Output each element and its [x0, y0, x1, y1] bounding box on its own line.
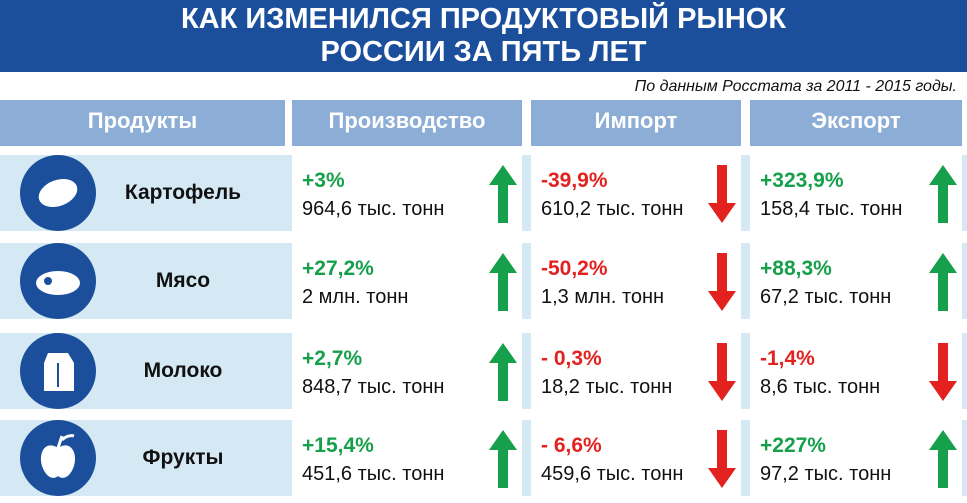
arrow	[488, 341, 518, 403]
arrow-icon	[708, 343, 736, 401]
arrow-icon	[489, 430, 517, 488]
arrow-icon	[489, 253, 517, 311]
amount: 67,2 тыс. тонн	[760, 286, 892, 308]
change: +27,2%	[302, 257, 374, 280]
change: +88,3%	[760, 257, 832, 280]
column-header: Производство	[292, 100, 522, 146]
change: +15,4%	[302, 434, 374, 457]
amount: 2 млн. тонн	[302, 286, 409, 308]
arrow-icon	[708, 253, 736, 311]
amount: 1,3 млн. тонн	[541, 286, 665, 308]
cell	[531, 420, 741, 496]
change: +227%	[760, 434, 826, 457]
arrow-icon	[708, 430, 736, 488]
icon	[20, 155, 96, 231]
arrow	[707, 428, 737, 490]
arrow-icon	[929, 430, 957, 488]
cell	[292, 243, 522, 319]
product-name: Мясо	[155, 269, 211, 292]
cell	[750, 420, 962, 496]
title-line: КАК ИЗМЕНИЛСЯ ПРОДУКТОВЫЙ РЫНОК	[180, 3, 787, 35]
arrow	[707, 251, 737, 313]
amount: 964,6 тыс. тонн	[302, 198, 445, 220]
arrow	[488, 163, 518, 225]
change: - 0,3%	[541, 347, 602, 370]
arrow-icon	[708, 165, 736, 223]
arrow	[928, 341, 958, 403]
icon	[20, 243, 96, 319]
product-icon	[18, 331, 98, 411]
cell	[292, 155, 522, 231]
arrow	[928, 163, 958, 225]
amount: 158,4 тыс. тонн	[760, 198, 903, 220]
change: -39,9%	[541, 169, 608, 192]
column-header: Импорт	[531, 100, 741, 146]
product-name: Картофель	[124, 181, 242, 204]
arrow	[707, 163, 737, 225]
arrow	[928, 251, 958, 313]
title: КАК ИЗМЕНИЛСЯ ПРОДУКТОВЫЙ РЫНОК РОССИИ З…	[0, 0, 967, 72]
cell	[750, 333, 962, 409]
product-name: Фрукты	[142, 446, 224, 469]
cell	[292, 420, 522, 496]
icon	[20, 420, 96, 496]
cell	[292, 333, 522, 409]
cell	[531, 333, 741, 409]
change: +323,9%	[760, 169, 844, 192]
arrow-icon	[929, 253, 957, 311]
arrow	[707, 341, 737, 403]
product-icon	[18, 241, 98, 321]
arrow	[928, 428, 958, 490]
arrow	[488, 428, 518, 490]
arrow-icon	[489, 165, 517, 223]
arrow	[488, 251, 518, 313]
source-note: По данным Росстата за 2011 - 2015 годы.	[634, 78, 957, 95]
amount: 459,6 тыс. тонн	[541, 463, 684, 485]
product-name: Молоко	[143, 359, 223, 382]
cell	[750, 155, 962, 231]
cell	[750, 243, 962, 319]
arrow-icon	[929, 343, 957, 401]
change: +2,7%	[302, 347, 363, 370]
change: -50,2%	[541, 257, 608, 280]
cell	[531, 155, 741, 231]
product-icon	[18, 418, 98, 498]
amount: 451,6 тыс. тонн	[302, 463, 445, 485]
cell	[531, 243, 741, 319]
column-header: Экспорт	[750, 100, 962, 146]
amount: 610,2 тыс. тонн	[541, 198, 684, 220]
amount: 848,7 тыс. тонн	[302, 376, 445, 398]
amount: 18,2 тыс. тонн	[541, 376, 673, 398]
change: - 6,6%	[541, 434, 602, 457]
amount: 8,6 тыс. тонн	[760, 376, 881, 398]
title-line: РОССИИ ЗА ПЯТЬ ЛЕТ	[320, 36, 647, 68]
column-header: Продукты	[0, 100, 285, 146]
arrow-icon	[929, 165, 957, 223]
icon	[20, 333, 96, 409]
arrow-icon	[489, 343, 517, 401]
change: -1,4%	[760, 347, 815, 370]
product-icon	[18, 153, 98, 233]
amount: 97,2 тыс. тонн	[760, 463, 892, 485]
change: +3%	[302, 169, 345, 192]
